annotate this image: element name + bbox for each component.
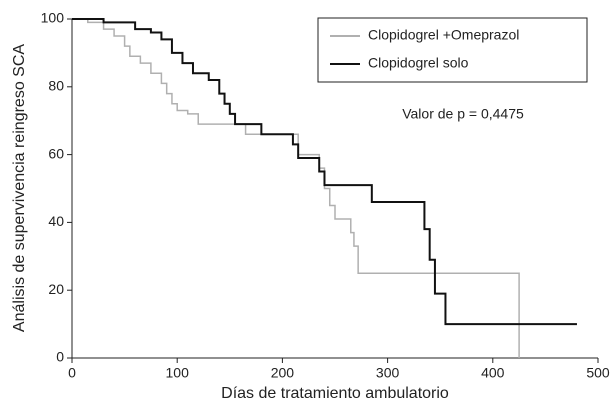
x-tick-label: 0 [68,365,76,381]
y-tick-label: 80 [48,78,64,94]
y-tick-label: 60 [48,145,64,161]
y-tick-label: 100 [41,10,65,26]
legend-box [317,17,588,83]
x-tick-label: 100 [166,365,190,381]
x-tick-label: 300 [376,365,400,381]
x-tick-label: 500 [586,365,610,381]
survival-line [72,18,520,358]
legend-label: Clopidogrel solo [368,55,469,71]
y-tick-label: 40 [48,213,64,229]
x-tick-label: 200 [271,365,295,381]
legend-label: Clopidogrel +Omeprazol [368,27,519,43]
x-tick-label: 400 [481,365,505,381]
y-tick-label: 20 [48,281,64,297]
x-axis-label: Días de tratamiento ambulatorio [221,385,449,402]
y-axis-label: Análisis de supervivencia reingreso SCA [11,44,28,332]
survival-line [72,18,577,326]
y-tick-label: 0 [56,349,64,365]
annotation: Valor de p = 0,4475 [402,106,524,122]
